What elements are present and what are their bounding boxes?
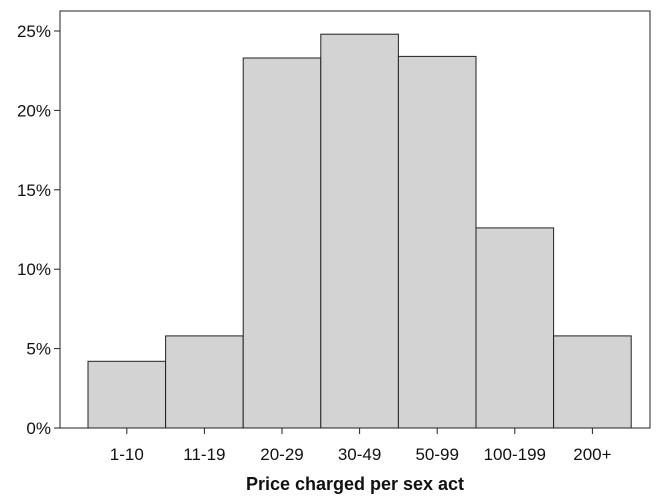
y-tick-label: 20%: [17, 101, 51, 120]
y-axis: 0% 5% 10% 15% 20% 25%: [17, 22, 60, 438]
x-tick-label-30-49: 30-49: [338, 445, 381, 464]
y-tick-label: 25%: [17, 22, 51, 41]
bar-50-99: [397, 55, 477, 429]
x-tick-label-200+: 200+: [573, 445, 611, 464]
y-tick-label: 10%: [17, 260, 51, 279]
x-tick-label-20-29: 20-29: [260, 445, 303, 464]
bar-11-19: [165, 335, 244, 429]
y-tick-label: 15%: [17, 181, 51, 200]
bar-200+: [553, 335, 632, 429]
x-tick-label-50-99: 50-99: [415, 445, 458, 464]
bar-100-199: [475, 227, 555, 429]
bar-1-10: [87, 360, 167, 429]
x-tick-label-100-199: 100-199: [484, 445, 546, 464]
y-tick-label: 0%: [26, 419, 51, 438]
x-axis: 1-10 11-19 20-29 30-49 50-99 100-199 200+: [110, 428, 612, 464]
y-tick-label: 5%: [26, 340, 51, 359]
bars-group: [87, 33, 632, 429]
x-tick-label-1-10: 1-10: [110, 445, 144, 464]
bar-20-29: [242, 57, 322, 429]
x-axis-title: Price charged per sex act: [246, 474, 464, 494]
x-tick-label-11-19: 11-19: [183, 445, 225, 464]
bar-30-49: [320, 33, 399, 429]
